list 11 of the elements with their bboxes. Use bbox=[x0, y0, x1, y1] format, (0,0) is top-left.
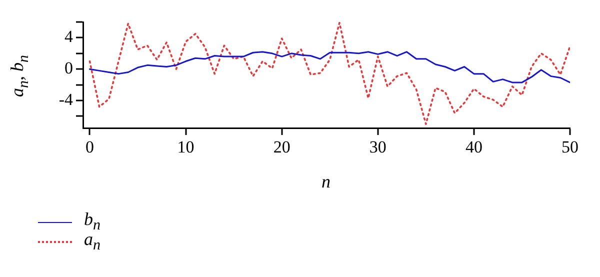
x-tick-label: 20 bbox=[273, 138, 290, 157]
line-series bbox=[88, 22, 570, 125]
x-axis-title: n bbox=[322, 172, 330, 192]
x-tick-label: 0 bbox=[85, 138, 94, 157]
x-tick-label: 40 bbox=[465, 138, 482, 157]
x-tick-label: 30 bbox=[369, 138, 386, 157]
x-tick-label: 10 bbox=[177, 138, 194, 157]
y-tick-label: -4 bbox=[58, 90, 74, 109]
x-tick-label: 50 bbox=[562, 138, 578, 157]
y-tick-label: 4 bbox=[64, 27, 74, 46]
y-tick-label: 0 bbox=[64, 58, 73, 78]
